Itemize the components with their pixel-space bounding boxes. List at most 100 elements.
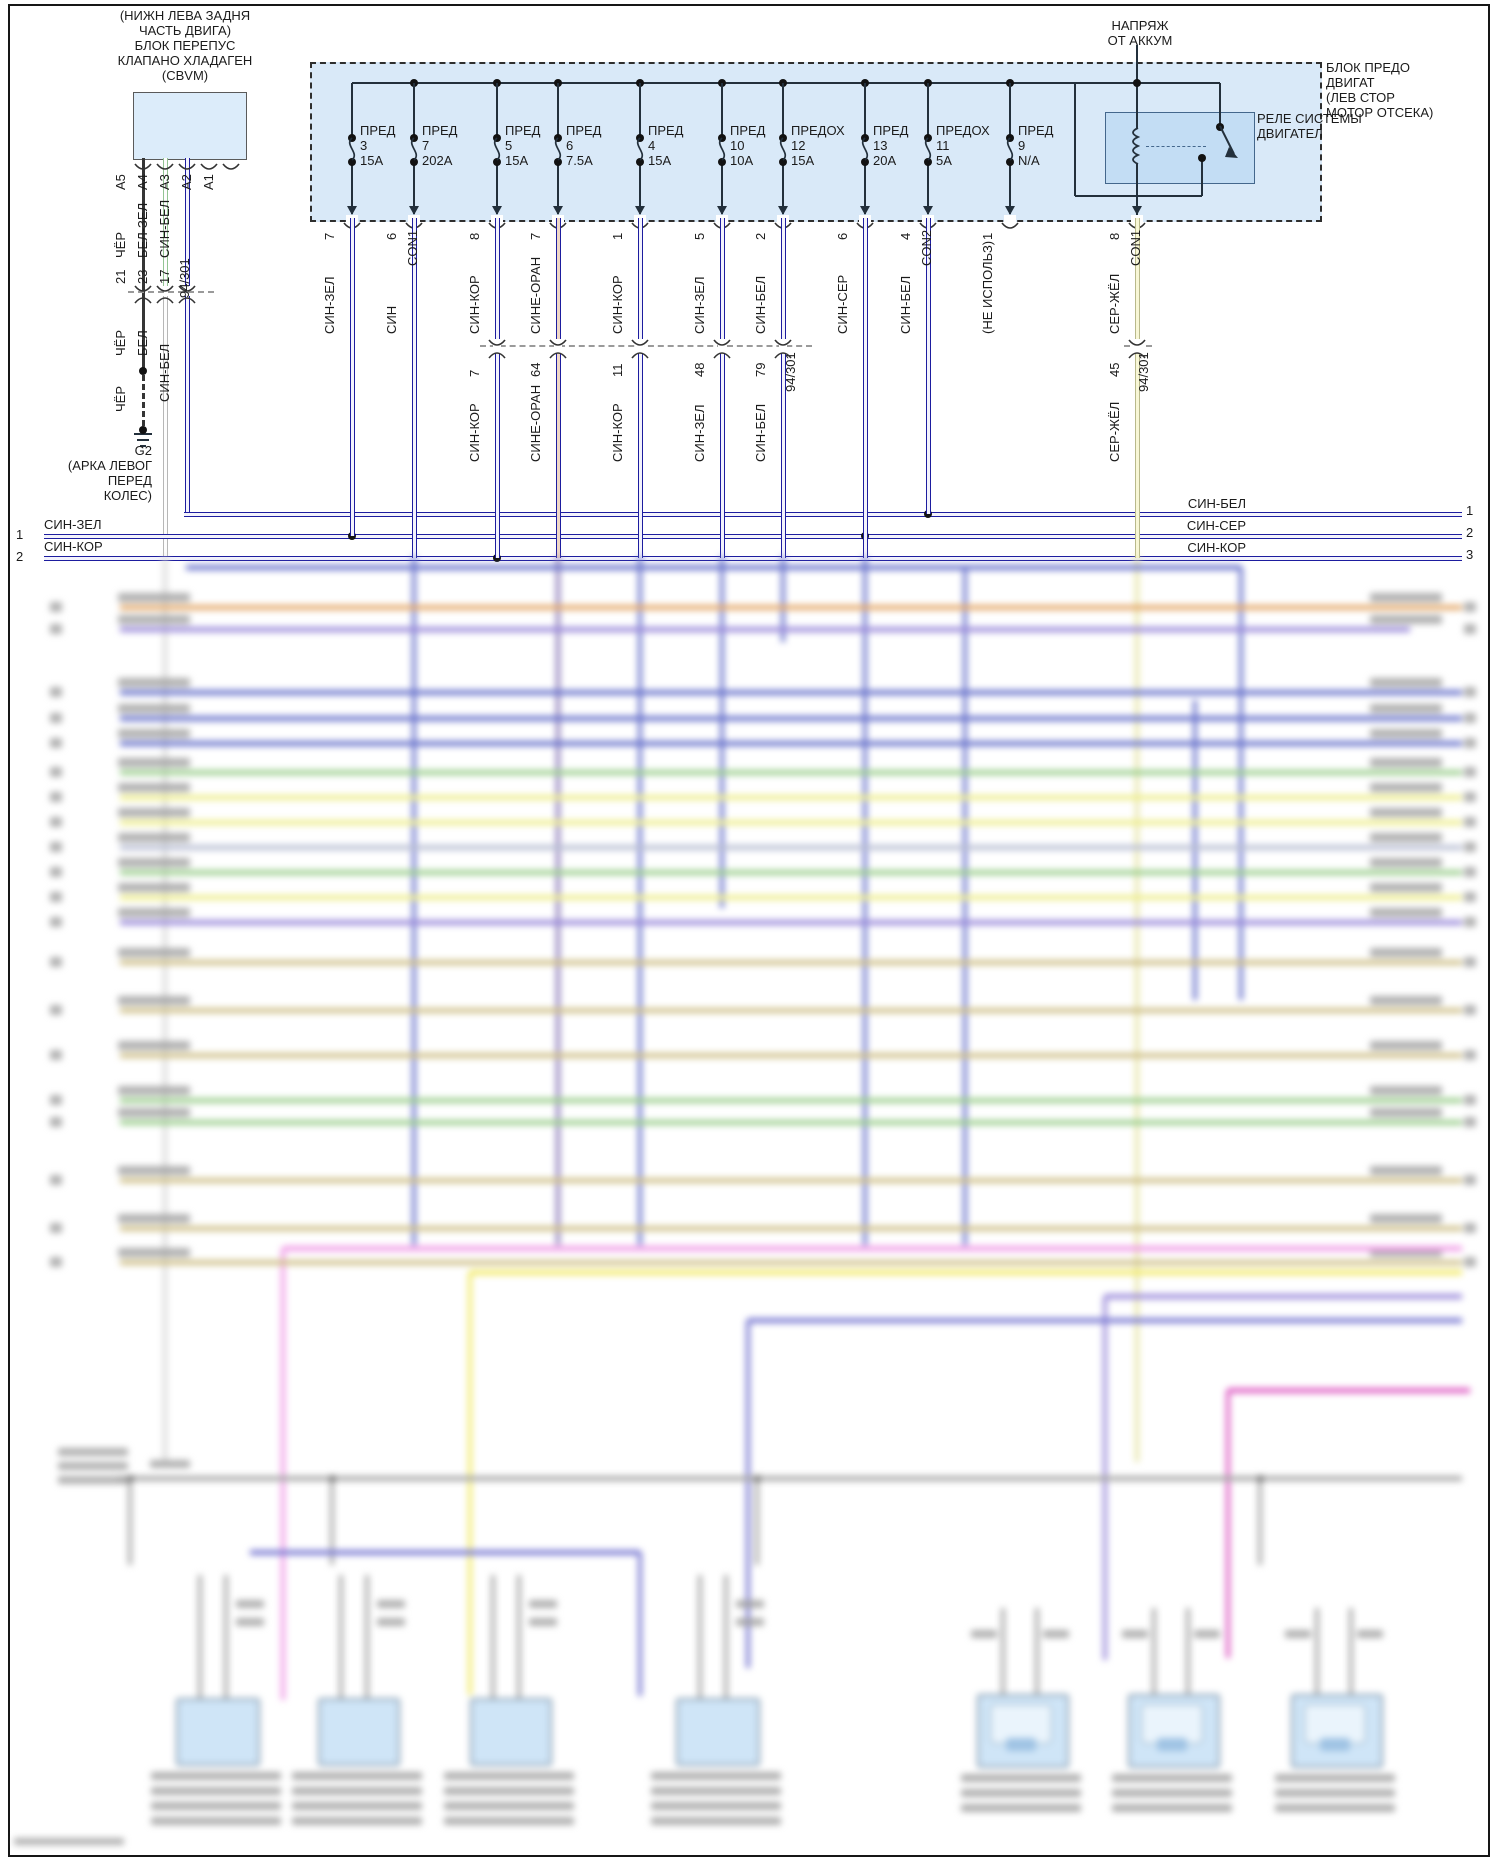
injector-inner: [990, 1704, 1052, 1744]
text-blob: [236, 1600, 264, 1608]
blurred-wire: [963, 566, 967, 1245]
wire-color-label: 7: [322, 232, 337, 240]
cbvm-title: (НИЖН ЛЕВА ЗАДНЯ ЧАСТЬ ДВИГА) БЛОК ПЕРЕП…: [118, 8, 253, 83]
fuse-label: 10А: [730, 153, 754, 168]
fuse-box-name-line: МОТОР ОТСЕКА): [1326, 105, 1434, 120]
fuse-icon: [344, 137, 360, 168]
junction-dot: [636, 158, 644, 166]
text-blob: [1464, 1175, 1476, 1185]
text-blob: [292, 1772, 422, 1780]
text-blob: [651, 1802, 781, 1810]
fuse-icon: [775, 137, 791, 168]
text-blob: [151, 1802, 281, 1810]
connector-bracket-icon: [134, 159, 152, 177]
junction-dot: [924, 134, 932, 142]
fuse-label: 7.5А: [566, 153, 593, 168]
text-blob: [1464, 767, 1476, 777]
fuse-label: ПРЕД: [566, 123, 602, 138]
wire-vertical: [557, 83, 559, 138]
text-blob: [50, 792, 62, 802]
fuse-label: ПРЕД: [360, 123, 396, 138]
text-blob: [1370, 615, 1442, 624]
text-blob: [118, 883, 190, 892]
text-blob: [961, 1774, 1081, 1782]
wire-vertical: [351, 162, 353, 214]
junction-dot: [861, 134, 869, 142]
wire-vertical: [413, 162, 415, 214]
junction-dot: [1198, 154, 1206, 162]
text-blob: [961, 1804, 1081, 1812]
junction-dot: [554, 158, 562, 166]
row-label-right: СИН-БЕЛ: [1187, 496, 1246, 511]
blurred-row: [120, 845, 1462, 850]
text-blob: [736, 1618, 764, 1626]
fuse-label: ПРЕД: [648, 123, 684, 138]
arrow-down-icon: [553, 206, 563, 215]
wire-vertical: [637, 218, 643, 558]
cbvm-module-box: [133, 92, 247, 160]
component-box: [676, 1698, 760, 1766]
row-number-right: 2: [1466, 525, 1474, 540]
blurred-wire: [1035, 1608, 1039, 1694]
text-blob: [50, 1050, 62, 1060]
blurred-wire: [556, 556, 560, 1245]
wire-vertical: [1009, 162, 1011, 214]
blurred-row: [120, 1008, 1462, 1013]
junction-dot: [493, 158, 501, 166]
wire-color-label: СИН-БЕЛ: [753, 275, 768, 334]
text-blob: [50, 687, 62, 697]
text-blob: [1464, 842, 1476, 852]
arrow-down-icon: [635, 206, 645, 215]
text-blob: [377, 1600, 405, 1608]
text-blob: [118, 783, 190, 792]
connector-bracket-icon: [631, 335, 649, 353]
text-blob: [444, 1772, 574, 1780]
blurred-wire: [330, 1478, 334, 1565]
arrow-down-icon: [860, 206, 870, 215]
wire-vertical: [864, 162, 866, 214]
text-blob: [118, 908, 190, 917]
text-blob: [1370, 593, 1442, 602]
blurred-wire: [1258, 1478, 1262, 1565]
wire-vertical: [349, 218, 355, 536]
text-blob: [118, 593, 190, 602]
blurred-row: [120, 716, 1462, 721]
wire-color-label: 7: [467, 369, 482, 377]
fuse-box-name-line: (ЛЕВ СТОР: [1326, 90, 1395, 105]
wire-color-label: 8: [1107, 232, 1122, 240]
wire-vertical: [927, 162, 929, 214]
fuse-label: ПРЕД: [1018, 123, 1054, 138]
junction-dot: [861, 158, 869, 166]
junction-dot: [348, 532, 356, 540]
text-blob: [1464, 957, 1476, 967]
wire-color-label: СИН-БЕЛ: [157, 343, 172, 402]
blurred-wire: [128, 1478, 132, 1565]
wire-color-label: СИН-СЕР: [835, 274, 850, 334]
text-blob: [1370, 758, 1442, 767]
connector-bracket-icon: [178, 281, 196, 299]
blurred-wire: [638, 1552, 642, 1696]
fuse-label: 3: [360, 138, 368, 153]
connector-bracket-icon: [134, 281, 152, 299]
text-blob: [529, 1618, 557, 1626]
junction-dot: [1006, 158, 1014, 166]
text-blob: [50, 867, 62, 877]
text-blob: [50, 917, 62, 927]
fuse-label: 15А: [791, 153, 815, 168]
arrow-down-icon: [1005, 206, 1015, 215]
text-blob: [50, 1095, 62, 1105]
wire-color-label: 6: [384, 232, 399, 240]
blurred-row: [470, 1270, 1462, 1275]
wire-vertical: [141, 158, 145, 371]
fuse-label: 7: [422, 138, 430, 153]
wire-color-label: СИН-КОР: [467, 275, 482, 334]
text-blob: [961, 1789, 1081, 1797]
connector-bracket-icon: [631, 346, 649, 364]
text-blob: [1464, 1223, 1476, 1233]
component-box: [176, 1698, 260, 1766]
text-blob: [1275, 1804, 1395, 1812]
blurred-diagram-region: [0, 556, 1500, 1861]
text-blob: [151, 1772, 281, 1780]
wire-vertical: [721, 162, 723, 214]
wire-color-label: СИНЕ-ОРАН: [528, 256, 543, 334]
